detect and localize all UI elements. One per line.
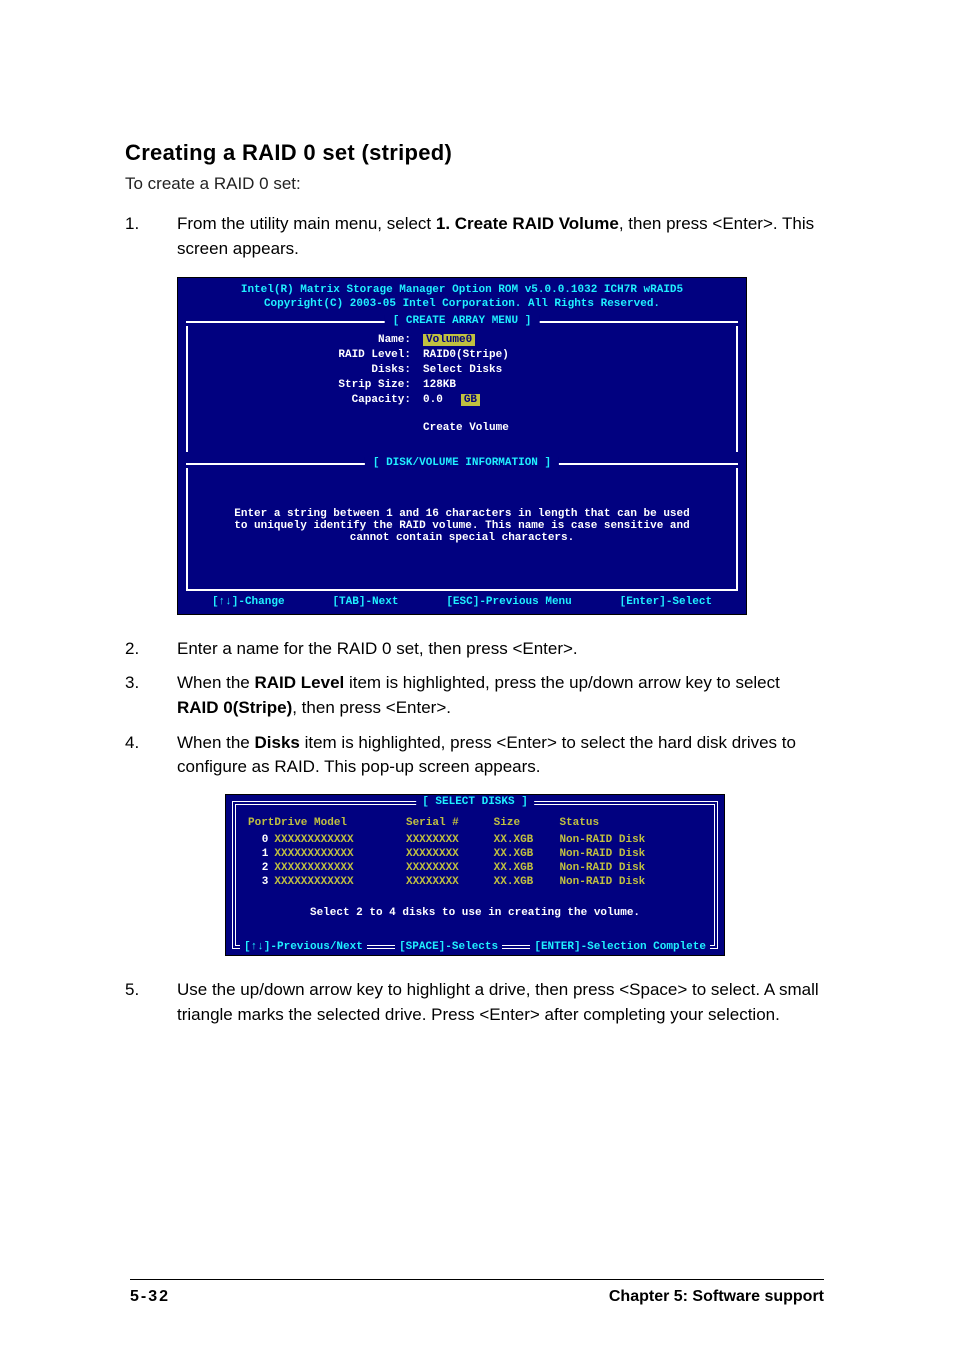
hint-space: [SPACE]-Selects — [395, 941, 502, 953]
step3-e: , then press <Enter>. — [292, 698, 451, 717]
cell-serial: XXXXXXXX — [406, 875, 494, 889]
capacity-value[interactable]: 0.0 — [423, 394, 443, 406]
info-line-1: Enter a string between 1 and 16 characte… — [208, 508, 716, 520]
cell-model: XXXXXXXXXXXX — [274, 875, 406, 889]
info-line-2: to uniquely identify the RAID volume. Th… — [208, 520, 716, 532]
name-value[interactable]: Volume0 — [423, 334, 475, 346]
step4-a: When the — [177, 733, 255, 752]
step3-a: When the — [177, 673, 255, 692]
cell-serial: XXXXXXXX — [406, 847, 494, 861]
col-model: Drive Model — [274, 817, 406, 833]
col-port: Port — [248, 817, 274, 833]
disks-value[interactable]: Select Disks — [423, 364, 716, 376]
step-number: 2. — [125, 637, 177, 662]
panel1-title: [ CREATE ARRAY MENU ] — [385, 315, 540, 327]
capacity-label: Capacity: — [208, 394, 423, 406]
section-heading: Creating a RAID 0 set (striped) — [125, 140, 824, 166]
step-number: 5. — [125, 978, 177, 1027]
raidlevel-label: RAID Level: — [208, 349, 423, 361]
cell-status: Non-RAID Disk — [559, 833, 702, 847]
cell-status: Non-RAID Disk — [559, 875, 702, 889]
cell-size: XX.XGB — [494, 875, 560, 889]
hint-select: [Enter]-Select — [620, 596, 712, 608]
hint-enter: [ENTER]-Selection Complete — [530, 941, 710, 953]
disk-row[interactable]: 0 XXXXXXXXXXXX XXXXXXXX XX.XGB Non-RAID … — [248, 833, 702, 847]
create-volume-action[interactable]: Create Volume — [423, 422, 716, 434]
disks-table: Port Drive Model Serial # Size Status 0 … — [248, 817, 702, 889]
bios-header-line2: Copyright(C) 2003-05 Intel Corporation. … — [178, 298, 746, 312]
cell-size: XX.XGB — [494, 833, 560, 847]
bios-header-line1: Intel(R) Matrix Storage Manager Option R… — [178, 284, 746, 298]
step3-d: RAID 0(Stripe) — [177, 698, 292, 717]
cell-serial: XXXXXXXX — [406, 861, 494, 875]
capacity-unit: GB — [461, 394, 480, 406]
step-1: 1. From the utility main menu, select 1.… — [125, 212, 824, 267]
col-serial: Serial # — [406, 817, 494, 833]
cell-port: 2 — [248, 861, 274, 875]
cell-model: XXXXXXXXXXXX — [274, 861, 406, 875]
cell-status: Non-RAID Disk — [559, 847, 702, 861]
hint-esc: [ESC]-Previous Menu — [446, 596, 571, 608]
step-number: 4. — [125, 731, 177, 780]
page-number: 5-32 — [130, 1288, 170, 1306]
step5-text: Use the up/down arrow key to highlight a… — [177, 980, 819, 1024]
disks-label: Disks: — [208, 364, 423, 376]
cell-port: 1 — [248, 847, 274, 861]
raidlevel-value[interactable]: RAID0(Stripe) — [423, 349, 716, 361]
cell-size: XX.XGB — [494, 847, 560, 861]
step-2: 2. Enter a name for the RAID 0 set, then… — [125, 637, 824, 662]
disk-row[interactable]: 3 XXXXXXXXXXXX XXXXXXXX XX.XGB Non-RAID … — [248, 875, 702, 889]
cell-serial: XXXXXXXX — [406, 833, 494, 847]
cell-status: Non-RAID Disk — [559, 861, 702, 875]
step-number: 1. — [125, 212, 177, 267]
step-number: 3. — [125, 671, 177, 720]
disk-row[interactable]: 1 XXXXXXXXXXXX XXXXXXXX XX.XGB Non-RAID … — [248, 847, 702, 861]
select-disks-msg: Select 2 to 4 disks to use in creating t… — [248, 889, 702, 927]
step-5: 5. Use the up/down arrow key to highligh… — [125, 978, 824, 1027]
step3-c: item is highlighted, press the up/down a… — [344, 673, 780, 692]
select-disks-title: [ SELECT DISKS ] — [416, 796, 534, 808]
step2-text: Enter a name for the RAID 0 set, then pr… — [177, 639, 578, 658]
hint-next: [TAB]-Next — [332, 596, 398, 608]
step1-pre: From the utility main menu, select — [177, 214, 436, 233]
panel2-title: [ DISK/VOLUME INFORMATION ] — [365, 457, 559, 469]
chapter-title: Chapter 5: Software support — [609, 1288, 824, 1306]
cell-model: XXXXXXXXXXXX — [274, 847, 406, 861]
step-4: 4. When the Disks item is highlighted, p… — [125, 731, 824, 780]
step3-b: RAID Level — [255, 673, 345, 692]
cell-port: 0 — [248, 833, 274, 847]
page-footer: 5-32 Chapter 5: Software support — [130, 1279, 824, 1306]
cell-size: XX.XGB — [494, 861, 560, 875]
hint-prevnext: [↑↓]-Previous/Next — [240, 941, 367, 953]
step1-bold: 1. Create RAID Volume — [436, 214, 619, 233]
stripsize-value[interactable]: 128KB — [423, 379, 716, 391]
intro-text: To create a RAID 0 set: — [125, 174, 824, 194]
name-label: Name: — [208, 334, 423, 346]
hint-change: [↑↓]-Change — [212, 596, 285, 608]
col-size: Size — [494, 817, 560, 833]
stripsize-label: Strip Size: — [208, 379, 423, 391]
step-3: 3. When the RAID Level item is highlight… — [125, 671, 824, 720]
disk-row[interactable]: 2 XXXXXXXXXXXX XXXXXXXX XX.XGB Non-RAID … — [248, 861, 702, 875]
cell-model: XXXXXXXXXXXX — [274, 833, 406, 847]
step4-b: Disks — [255, 733, 300, 752]
bios-create-array-screen: Intel(R) Matrix Storage Manager Option R… — [177, 277, 747, 615]
info-line-3: cannot contain special characters. — [208, 532, 716, 544]
col-status: Status — [559, 817, 702, 833]
cell-port: 3 — [248, 875, 274, 889]
bios-select-disks-screen: [ SELECT DISKS ] Port Drive Model Serial… — [225, 794, 725, 956]
